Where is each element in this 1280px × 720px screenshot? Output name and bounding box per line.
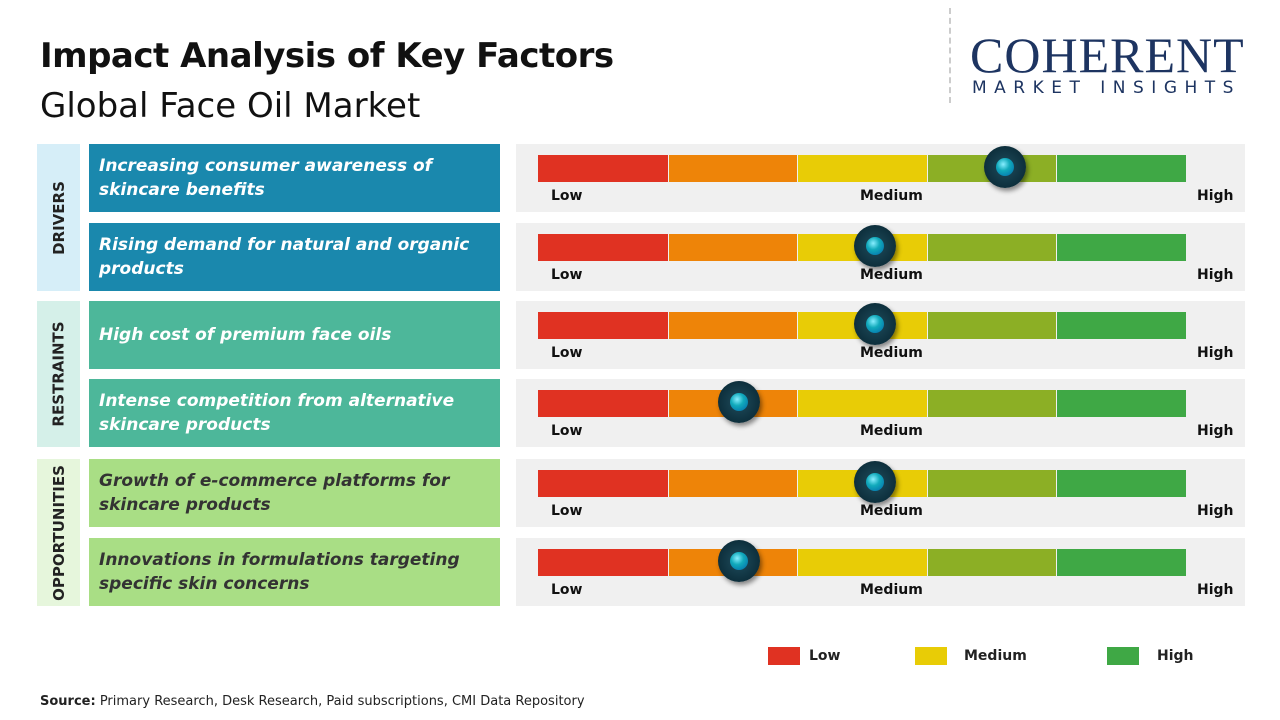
category-text: OPPORTUNITIES	[49, 464, 68, 601]
factor-label: Rising demand for natural and organic pr…	[89, 223, 500, 291]
scale-label: High	[1197, 267, 1234, 283]
scale-label: Low	[551, 503, 583, 519]
category-text: RESTRAINTS	[49, 321, 68, 427]
scale-label: Low	[551, 582, 583, 598]
scale-label: Medium	[860, 267, 923, 283]
gauge-segment	[538, 390, 668, 417]
scale-label: Medium	[860, 582, 923, 598]
legend-label: Medium	[964, 648, 1027, 664]
page-subtitle: Global Face Oil Market	[40, 86, 421, 126]
gauge-segment	[668, 470, 798, 497]
impact-marker	[983, 146, 1026, 188]
factor-label: High cost of premium face oils	[89, 301, 500, 369]
gauge-segment	[798, 155, 927, 182]
legend-swatch	[1107, 647, 1139, 665]
gauge-segment	[798, 549, 927, 576]
category-label: DRIVERS	[37, 144, 80, 291]
legend-swatch	[768, 647, 800, 665]
gauge-segment	[538, 155, 668, 182]
factor-label: Growth of e-commerce platforms for skinc…	[89, 459, 500, 527]
logo-divider	[949, 8, 951, 103]
gauge-segment	[538, 312, 668, 339]
gauge-segment	[1057, 549, 1186, 576]
gauge-segment	[1057, 234, 1186, 261]
legend-swatch	[915, 647, 947, 665]
scale-label: Medium	[860, 188, 923, 204]
gauge-segment	[927, 312, 1057, 339]
gauge-segment	[927, 549, 1057, 576]
logo-tagline: MARKET INSIGHTS	[972, 78, 1241, 98]
gauge-segment	[668, 155, 798, 182]
gauge-segment	[668, 234, 798, 261]
scale-label: High	[1197, 423, 1234, 439]
category-text: DRIVERS	[49, 180, 68, 255]
legend-label: Low	[809, 648, 841, 664]
scale-label: Low	[551, 345, 583, 361]
factor-label: Innovations in formulations targeting sp…	[89, 538, 500, 606]
gauge-segment	[798, 390, 927, 417]
impact-marker	[717, 381, 760, 423]
gauge-segment	[927, 470, 1057, 497]
impact-marker	[853, 303, 896, 345]
gauge-segment	[1057, 470, 1186, 497]
scale-label: Low	[551, 423, 583, 439]
gauge-segment	[927, 234, 1057, 261]
source-note: Source: Primary Research, Desk Research,…	[40, 694, 585, 709]
impact-marker	[853, 225, 896, 267]
impact-gauge: Low Medium High	[516, 538, 1245, 606]
gauge-segment	[1057, 155, 1186, 182]
scale-label: High	[1197, 503, 1234, 519]
logo: COHERENT	[970, 27, 1245, 83]
scale-label: Low	[551, 188, 583, 204]
impact-gauge: Low Medium High	[516, 379, 1245, 447]
impact-gauge: Low Medium High	[516, 223, 1245, 291]
source-text: Primary Research, Desk Research, Paid su…	[95, 694, 585, 709]
scale-label: High	[1197, 345, 1234, 361]
source-label: Source:	[40, 694, 96, 709]
gauge-segment	[1057, 390, 1186, 417]
gauge-segment	[538, 234, 668, 261]
factor-label: Increasing consumer awareness of skincar…	[89, 144, 500, 212]
scale-label: High	[1197, 188, 1234, 204]
gauge-segment	[927, 390, 1057, 417]
factor-label: Intense competition from alternative ski…	[89, 379, 500, 447]
page-title: Impact Analysis of Key Factors	[40, 36, 614, 76]
impact-marker	[853, 461, 896, 503]
scale-label: Low	[551, 267, 583, 283]
legend-label: High	[1157, 648, 1194, 664]
scale-label: High	[1197, 582, 1234, 598]
category-label: OPPORTUNITIES	[37, 459, 80, 606]
gauge-segment	[1057, 312, 1186, 339]
impact-gauge: Low Medium High	[516, 301, 1245, 369]
impact-marker	[717, 540, 760, 582]
impact-gauge: Low Medium High	[516, 459, 1245, 527]
gauge-segment	[538, 470, 668, 497]
gauge-segment	[668, 312, 798, 339]
category-label: RESTRAINTS	[37, 301, 80, 447]
scale-label: Medium	[860, 423, 923, 439]
impact-gauge: Low Medium High	[516, 144, 1245, 212]
scale-label: Medium	[860, 503, 923, 519]
scale-label: Medium	[860, 345, 923, 361]
gauge-segment	[538, 549, 668, 576]
